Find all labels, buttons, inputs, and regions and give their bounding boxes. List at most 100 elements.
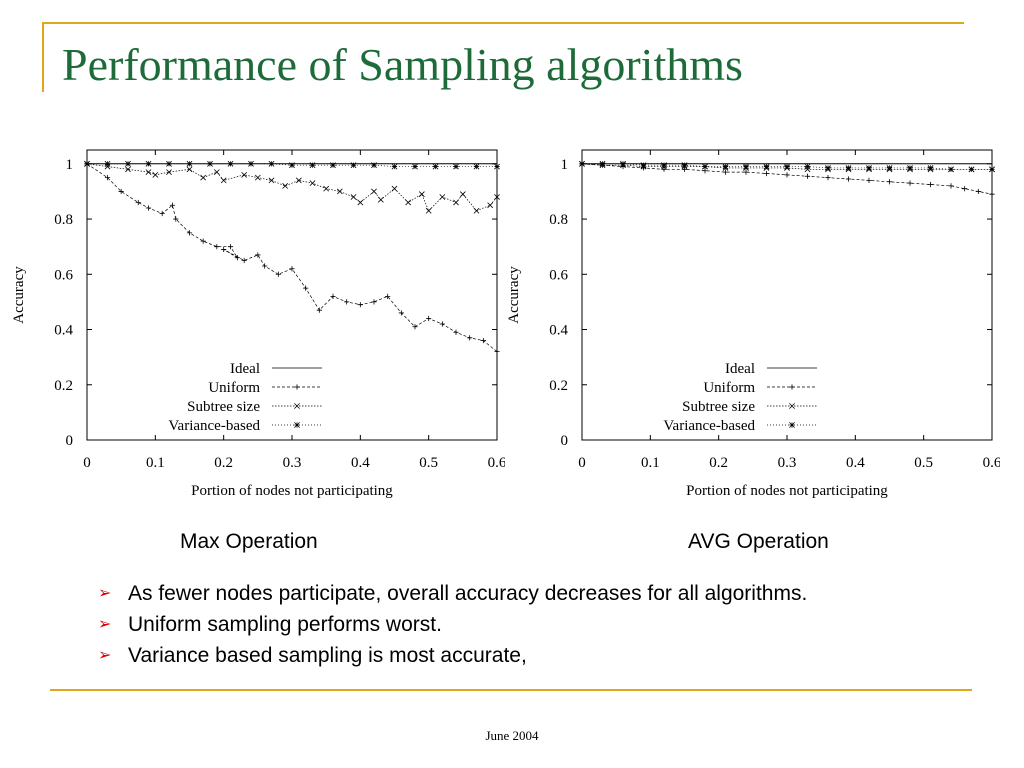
legend-label: Uniform	[703, 380, 755, 396]
y-tick-label: 1	[561, 157, 569, 173]
bullet-text: Uniform sampling performs worst.	[128, 613, 442, 636]
data-point-star	[989, 166, 995, 173]
data-point-plus	[344, 299, 350, 305]
data-point-plus	[743, 169, 749, 175]
bullet-item: ➢ Variance based sampling is most accurat…	[98, 640, 807, 671]
data-point-star	[845, 165, 852, 171]
data-point-x	[391, 185, 398, 192]
data-point-plus	[975, 188, 981, 195]
x-tick-label: 0.2	[214, 455, 233, 471]
data-point-star	[661, 162, 667, 169]
data-point-plus	[104, 175, 111, 181]
plot-frame	[581, 149, 993, 441]
data-point-x	[125, 166, 131, 173]
avg-operation-chart: 0 0.2 0.4 0.6 0.8 1 0 0.1 0.2 0.3 0.4 0.5 0.6 Portion…	[506, 149, 1000, 499]
x-tick-label: 0	[83, 455, 91, 471]
data-point-x	[220, 177, 227, 184]
x-tick-label: 0.5	[914, 455, 933, 471]
y-tick-label: 0.4	[54, 323, 73, 339]
legend-marker-plus	[789, 384, 795, 390]
data-point-plus	[426, 315, 432, 322]
data-point-star	[84, 160, 90, 167]
data-point-star	[681, 162, 688, 169]
data-point-star	[186, 160, 193, 167]
x-tick-label: 0.2	[709, 455, 728, 471]
data-point-star	[804, 163, 811, 170]
data-point-star	[722, 163, 729, 170]
plot-frame	[86, 149, 498, 441]
data-point-star	[350, 162, 357, 169]
data-point-plus	[845, 176, 852, 182]
legend-label: Ideal	[230, 361, 260, 377]
top-accent-line	[42, 22, 964, 24]
data-point-star	[412, 163, 418, 170]
x-tick-label: 0.4	[351, 455, 370, 471]
bullet-list: ➢ As fewer nodes participate, overall acc…	[98, 578, 807, 671]
data-point-x	[282, 183, 289, 189]
max-operation-chart: 0 0.2 0.4 0.6 0.8 1 0 0.1 0.2 0.3 0.4 0.5 0.6 Portion…	[11, 149, 505, 499]
data-point-plus	[330, 293, 336, 299]
data-point-star	[309, 162, 316, 169]
data-point-star	[166, 160, 172, 167]
x-tick-label: 0.1	[146, 455, 165, 471]
data-point-plus	[118, 188, 124, 195]
data-point-star	[289, 162, 295, 169]
data-point-plus	[804, 173, 811, 179]
data-point-plus	[825, 175, 831, 181]
data-point-x	[418, 191, 425, 198]
data-point-plus	[241, 257, 247, 264]
x-tick-label: 0.3	[778, 455, 797, 471]
data-point-star	[145, 160, 152, 167]
data-point-x	[425, 207, 432, 214]
data-point-star	[866, 165, 872, 171]
data-point-star	[248, 160, 254, 167]
data-point-plus	[494, 349, 500, 355]
data-point-star	[907, 165, 913, 171]
data-point-plus	[186, 230, 193, 236]
x-tick-label: 0.5	[419, 455, 438, 471]
data-point-star	[125, 160, 131, 167]
data-point-plus	[927, 181, 934, 188]
data-point-plus	[357, 302, 363, 308]
slide-title: Performance of Sampling algorithms	[62, 39, 743, 90]
data-point-star	[473, 163, 480, 170]
y-tick-label: 0.8	[549, 212, 568, 228]
data-point-plus	[467, 335, 473, 341]
data-point-plus	[275, 271, 281, 277]
series-line-subtree-size	[86, 163, 498, 212]
data-point-plus	[989, 191, 995, 197]
left-accent-line	[42, 22, 44, 92]
data-point-star	[268, 160, 275, 167]
data-point-x	[152, 171, 159, 178]
data-point-x	[804, 166, 811, 173]
data-point-x	[241, 171, 248, 178]
data-point-x	[309, 180, 316, 187]
data-point-plus	[385, 293, 391, 299]
y-tick-label: 0	[561, 433, 569, 449]
data-point-star	[104, 160, 111, 167]
data-point-plus	[962, 186, 968, 192]
data-point-star	[494, 163, 500, 170]
data-point-star	[640, 162, 647, 169]
data-point-plus	[948, 183, 954, 189]
data-point-plus	[412, 324, 418, 330]
data-point-plus	[763, 170, 770, 177]
data-point-x	[473, 207, 480, 214]
y-tick-label: 0.6	[54, 267, 73, 283]
data-point-plus	[398, 310, 404, 316]
legend-label: Variance-based	[168, 418, 260, 434]
y-tick-label: 0.2	[549, 378, 568, 394]
data-point-star	[391, 163, 398, 170]
arrow-bullet-icon: ➢	[98, 616, 112, 633]
y-tick-label: 1	[66, 157, 74, 173]
data-point-plus	[169, 202, 176, 208]
data-point-plus	[135, 199, 141, 206]
data-point-x	[295, 177, 302, 184]
data-point-x	[186, 166, 193, 173]
data-point-plus	[722, 169, 729, 175]
data-point-plus	[145, 205, 152, 211]
data-point-plus	[262, 263, 268, 269]
data-point-plus	[371, 299, 377, 305]
data-point-x	[377, 196, 384, 203]
data-point-x	[213, 169, 220, 175]
